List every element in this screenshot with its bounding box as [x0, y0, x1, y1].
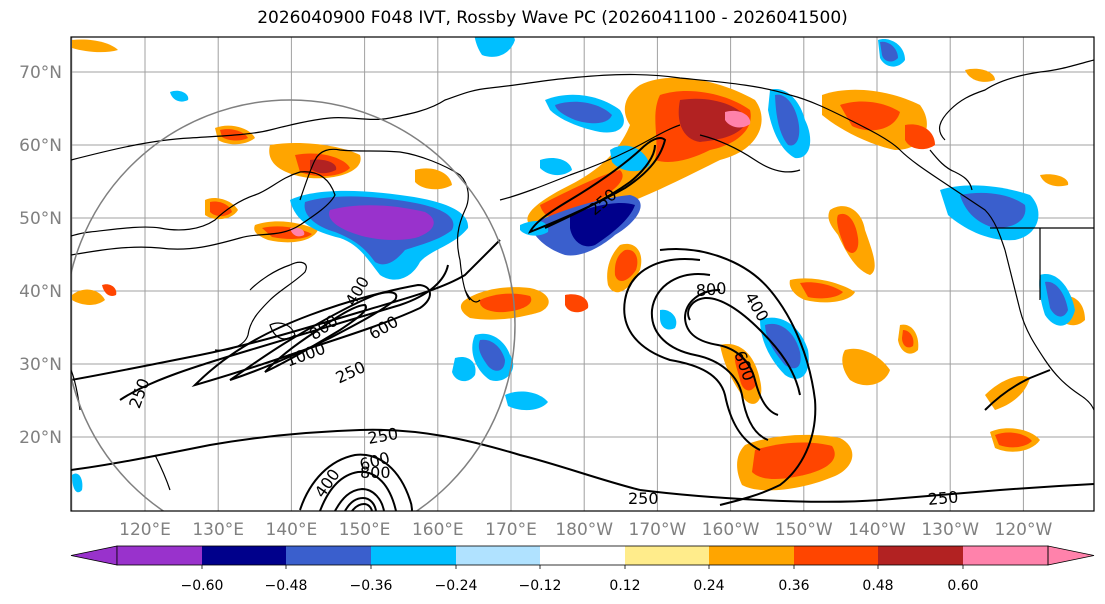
colorbar-box — [878, 546, 963, 565]
colorbar-tick-label: 0.60 — [947, 578, 978, 594]
map-frame — [70, 36, 1095, 512]
colorbar-box — [456, 546, 540, 565]
colorbar-box — [202, 546, 286, 565]
colorbar-tick-label: 0.24 — [693, 578, 724, 594]
colorbar-tick-label: −0.48 — [265, 578, 308, 594]
lon-label: 130°E — [192, 520, 244, 540]
lat-label: 20°N — [19, 428, 62, 448]
lon-label: 130°W — [921, 520, 979, 540]
colorbar-tick-label: −0.12 — [519, 578, 562, 594]
lat-label: 60°N — [19, 136, 62, 156]
colorbar-tick-label: 0.12 — [609, 578, 640, 594]
lon-label: 150°W — [775, 520, 833, 540]
colorbar-tick-label: 0.36 — [778, 578, 809, 594]
lon-label: 160°W — [702, 520, 760, 540]
lat-label: 40°N — [19, 282, 62, 302]
positive-anomaly-regions — [72, 39, 1085, 491]
contour-label: 250 — [628, 489, 659, 508]
lon-label: 160°E — [412, 520, 464, 540]
longitude-labels: 120°E 130°E 140°E 150°E 160°E 170°E 180°W 170°W… — [119, 520, 1052, 540]
contour-label: 800 — [360, 463, 391, 482]
lat-label: 70°N — [19, 63, 62, 83]
lat-label: 50°N — [19, 209, 62, 229]
lon-label: 120°E — [119, 520, 171, 540]
colorbar-box — [963, 546, 1048, 565]
colorbar-box — [371, 546, 456, 565]
ivt-contours — [71, 137, 1094, 511]
negative-anomaly-regions — [72, 37, 1075, 493]
colorbar-tick-label: −0.60 — [181, 578, 224, 594]
lat-label: 30°N — [19, 355, 62, 375]
colorbar: −0.60 −0.48 −0.36 −0.24 −0.12 0.12 0.24 0.36 0.4… — [70, 545, 1095, 594]
colorbar-outline — [116, 545, 1049, 566]
lon-label: 120°W — [995, 520, 1053, 540]
colorbar-extend-min — [70, 545, 118, 566]
colorbar-extend-max — [1047, 545, 1095, 566]
colorbar-tick-label: 0.48 — [862, 578, 893, 594]
map-content: 250 400 600 800 1000 250 400 600 800 250… — [71, 37, 1094, 511]
colorbar-box — [286, 546, 371, 565]
colorbar-box — [625, 546, 709, 565]
lon-label: 180°W — [555, 520, 613, 540]
latitude-labels: 70°N 60°N 50°N 40°N 30°N 20°N — [19, 63, 62, 448]
lon-label: 140°E — [266, 520, 318, 540]
lon-label: 140°W — [848, 520, 906, 540]
contour-label: 250 — [927, 487, 959, 509]
colorbar-tick-label: −0.36 — [350, 578, 393, 594]
colorbar-box — [117, 546, 202, 565]
colorbar-tick-label: −0.24 — [435, 578, 478, 594]
lon-label: 170°W — [629, 520, 687, 540]
colorbar-box — [540, 546, 625, 565]
contour-label: 800 — [695, 279, 727, 301]
colorbar-box — [794, 546, 878, 565]
lon-label: 150°E — [339, 520, 391, 540]
lon-label: 170°E — [485, 520, 537, 540]
colorbar-box — [709, 546, 794, 565]
radius-circle — [71, 99, 516, 511]
map-title: 2026040900 F048 IVT, Rossby Wave PC (202… — [257, 8, 848, 28]
